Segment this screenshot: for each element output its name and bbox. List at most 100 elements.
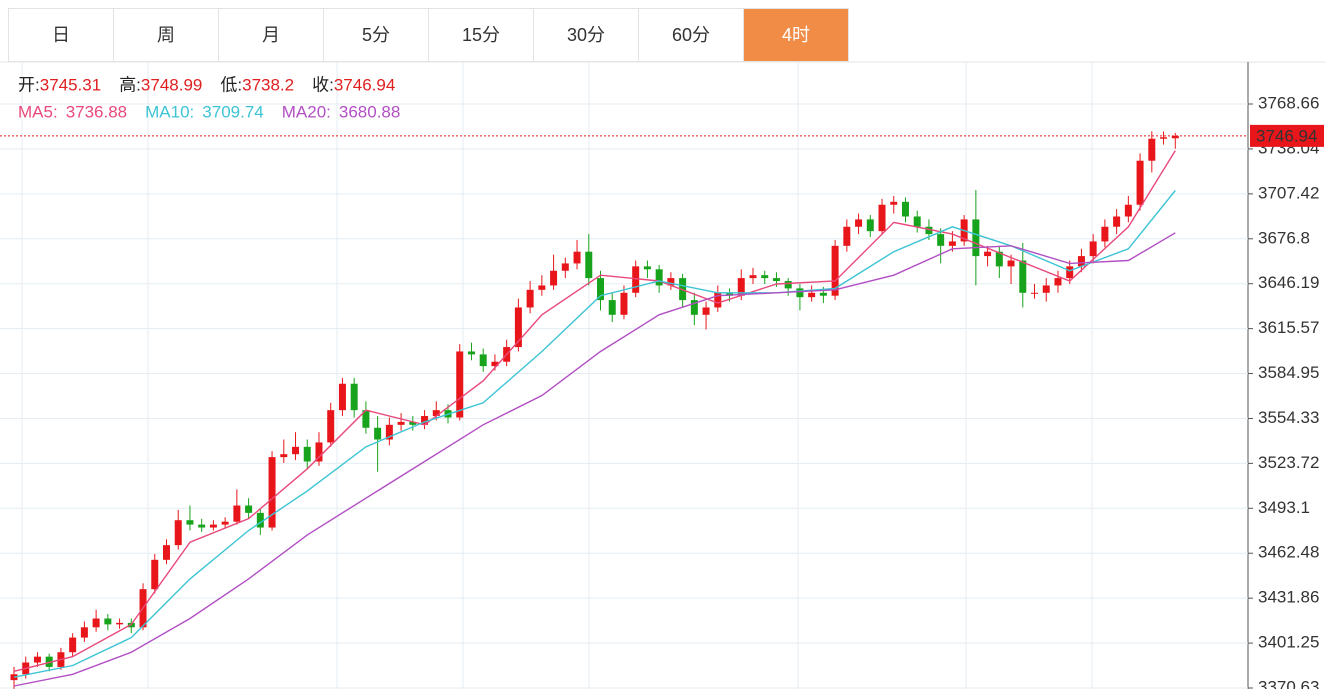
ohlc-value: 3745.31 — [40, 75, 101, 94]
candle-body — [209, 524, 217, 528]
candle-body — [972, 219, 980, 257]
candle-body — [1066, 266, 1074, 279]
candle-body — [350, 383, 358, 411]
candle-body — [1113, 216, 1121, 227]
ohlc-value: 3748.99 — [141, 75, 202, 94]
candle-body — [151, 559, 159, 590]
ohlc-label: 开: — [18, 75, 40, 94]
ma-line — [13, 150, 1176, 672]
candle-body — [491, 361, 499, 367]
candle-body — [726, 292, 734, 296]
candle-body — [984, 251, 992, 257]
candle-body — [819, 292, 827, 296]
candle-body — [878, 204, 886, 232]
candle-body — [233, 505, 241, 522]
y-tick-label: 3401.25 — [1258, 633, 1319, 652]
legend-name: MA10: — [145, 102, 194, 121]
period-tab[interactable]: 日 — [9, 9, 114, 61]
candle-body — [104, 618, 112, 625]
period-tab[interactable]: 5分 — [324, 9, 429, 61]
candle-body — [292, 446, 300, 455]
candle-body — [280, 454, 288, 458]
legend-value: 3680.88 — [339, 102, 400, 121]
candle-body — [913, 216, 921, 227]
period-tab[interactable]: 周 — [114, 9, 219, 61]
candle-body — [1054, 278, 1062, 286]
candle-body — [561, 263, 569, 271]
candle-body — [479, 354, 487, 367]
last-price-box — [1250, 124, 1324, 147]
legend-name: MA5: — [18, 102, 58, 121]
candle-body — [1019, 260, 1027, 293]
candle-body — [69, 637, 77, 653]
candle-body — [784, 281, 792, 289]
candle-body — [772, 278, 780, 282]
candle-body — [256, 512, 264, 528]
y-tick-label: 3676.8 — [1258, 228, 1310, 247]
candle-body — [1089, 241, 1097, 257]
candle-body — [948, 241, 956, 246]
candle-body — [1160, 137, 1168, 139]
candle-body — [327, 410, 335, 443]
candle-body — [995, 251, 1003, 267]
candle-body — [456, 351, 464, 418]
candle-body — [831, 245, 839, 296]
candle-body — [808, 292, 816, 298]
candle-body — [374, 427, 382, 440]
y-tick-label: 3431.86 — [1258, 588, 1319, 607]
period-tab[interactable]: 15分 — [429, 9, 534, 61]
candle-body — [890, 201, 898, 205]
period-tabs: 日周月 5分 15分 30分 60分 4时 — [8, 8, 849, 62]
candle-body — [538, 285, 546, 290]
candle-body — [1101, 226, 1109, 242]
candle-body — [608, 300, 616, 315]
candle-body — [526, 289, 534, 308]
candle-body — [585, 251, 593, 279]
y-tick-label: 3615.57 — [1258, 318, 1319, 337]
y-tick-label: 3462.48 — [1258, 543, 1319, 562]
y-tick-label: 3493.1 — [1258, 498, 1310, 517]
candle-body — [901, 201, 909, 217]
candle-body — [315, 442, 323, 462]
candle-body — [855, 219, 863, 227]
candle-body — [245, 505, 253, 513]
ma-line — [13, 232, 1176, 687]
period-tab[interactable]: 月 — [219, 9, 324, 61]
y-tick-label: 3523.72 — [1258, 453, 1319, 472]
period-tab[interactable]: 60分 — [639, 9, 744, 61]
candle-body — [714, 292, 722, 308]
y-tick-label: 3646.19 — [1258, 273, 1319, 292]
candle-body — [1171, 135, 1179, 139]
ohlc-label: 收: — [312, 75, 334, 94]
y-tick-label: 3768.66 — [1258, 93, 1319, 112]
legend-value: 3709.74 — [202, 102, 263, 121]
candle-body — [174, 520, 182, 546]
candle-body — [432, 410, 440, 417]
candle-body — [1077, 256, 1085, 267]
candle-body — [937, 234, 945, 246]
candle-body — [80, 627, 88, 638]
candle-body — [162, 545, 170, 560]
candle-body — [409, 421, 417, 425]
period-tab[interactable]: 4时 — [744, 9, 849, 61]
candle-body — [655, 269, 663, 286]
ohlc-label: 低: — [220, 75, 242, 94]
candle-body — [221, 521, 229, 525]
candle-body — [1007, 260, 1015, 267]
candle-body — [92, 618, 100, 628]
candle-body — [1124, 204, 1132, 217]
candle-body — [1148, 138, 1156, 161]
candle-body — [796, 288, 804, 298]
candle-body — [116, 622, 124, 625]
candle-body — [667, 278, 675, 286]
candle-body — [421, 416, 429, 425]
last-price-label: 3746.94 — [1256, 126, 1317, 145]
candle-body — [385, 424, 393, 440]
legend-name: MA20: — [282, 102, 331, 121]
period-tab[interactable]: 30分 — [534, 9, 639, 61]
y-tick-label: 3707.42 — [1258, 183, 1319, 202]
y-tick-label: 3584.95 — [1258, 363, 1319, 382]
ohlc-value: 3746.94 — [334, 75, 395, 94]
candle-body — [198, 524, 206, 528]
legend-value: 3736.88 — [66, 102, 127, 121]
